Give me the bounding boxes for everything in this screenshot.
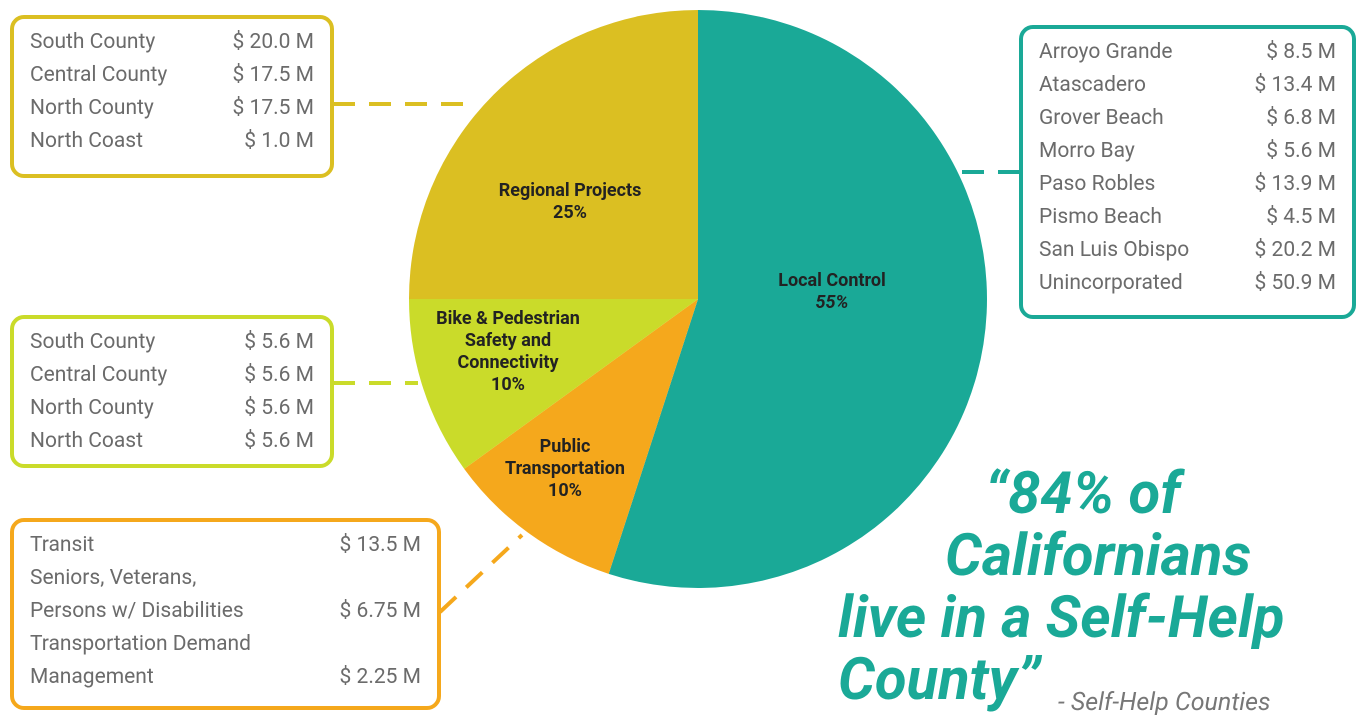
slice-value: 10% <box>548 480 582 501</box>
breakdown-row: Paso Robles $ 13.9 M <box>1039 167 1336 200</box>
row-name: San Luis Obispo <box>1039 237 1190 262</box>
row-name: Seniors, Veterans, <box>30 565 197 590</box>
row-amount: $ 6.8 M <box>1266 105 1336 130</box>
slice-label: Regional Projects 25% <box>460 180 680 224</box>
breakdown-row: Central County $ 5.6 M <box>30 358 314 391</box>
breakdown-row: Transit $ 13.5 M <box>30 528 421 561</box>
row-amount: $ 5.6 M <box>244 428 314 453</box>
row-name: Transportation Demand <box>30 631 251 656</box>
row-amount: $ 50.9 M <box>1254 270 1337 295</box>
row-amount: $ 13.9 M <box>1254 171 1337 196</box>
breakdown-row: Seniors, Veterans, <box>30 561 421 594</box>
slice-name: Local Control <box>778 270 886 291</box>
breakdown-box: South County $ 20.0 M Central County $ 17.5… <box>10 15 334 178</box>
breakdown-row: Atascadero $ 13.4 M <box>1039 68 1336 101</box>
pie-slice <box>409 299 698 469</box>
row-name: North County <box>30 95 154 120</box>
breakdown-row: Arroyo Grande $ 8.5 M <box>1039 35 1336 68</box>
breakdown-row: North County $ 17.5 M <box>30 91 314 124</box>
row-amount: $ 20.2 M <box>1254 237 1337 262</box>
breakdown-box: Arroyo Grande $ 8.5 M Atascadero $ 13.4 M Gr… <box>1019 25 1356 319</box>
connectors <box>333 102 1022 614</box>
slice-label: Bike & Pedestrian Safety and Connectivit… <box>413 308 603 396</box>
row-name: North Coast <box>30 128 144 153</box>
slice-label: Local Control 55% <box>722 270 942 314</box>
row-amount: $ 17.5 M <box>232 62 315 87</box>
slice-value: 10% <box>491 374 525 395</box>
breakdown-row: Pismo Beach $ 4.5 M <box>1039 200 1336 233</box>
breakdown-box: South County $ 5.6 M Central County $ 5.6 M… <box>10 315 334 468</box>
row-name: Unincorporated <box>1039 270 1183 295</box>
slice-name: Public Transportation <box>505 436 625 479</box>
quote-line: County” <box>838 646 1041 714</box>
breakdown-row: San Luis Obispo $ 20.2 M <box>1039 233 1336 266</box>
slice-label: Public Transportation 10% <box>480 436 650 502</box>
quote-attribution: - Self-Help Counties <box>1058 688 1271 717</box>
row-amount: $ 13.4 M <box>1254 72 1337 97</box>
breakdown-row: Transportation Demand <box>30 627 421 660</box>
row-amount: $ 8.5 M <box>1266 39 1336 64</box>
breakdown-row: North Coast $ 1.0 M <box>30 124 314 157</box>
row-name: North County <box>30 395 154 420</box>
row-name: Arroyo Grande <box>1039 39 1173 64</box>
row-amount: $ 1.0 M <box>244 128 314 153</box>
row-name: Persons w/ Disabilities <box>30 598 244 623</box>
breakdown-row: Persons w/ Disabilities $ 6.75 M <box>30 594 421 627</box>
row-amount: $ 5.6 M <box>244 329 314 354</box>
row-amount: $ 2.25 M <box>339 664 422 689</box>
row-name: Morro Bay <box>1039 138 1135 163</box>
breakdown-row: Central County $ 17.5 M <box>30 58 314 91</box>
slice-name: Regional Projects <box>498 180 642 201</box>
breakdown-row: North Coast $ 5.6 M <box>30 424 314 457</box>
slice-value: 25% <box>553 202 587 223</box>
row-amount: $ 5.6 M <box>244 395 314 420</box>
breakdown-row: Grover Beach $ 6.8 M <box>1039 101 1336 134</box>
pie-slice <box>409 10 698 299</box>
row-name: North Coast <box>30 428 144 453</box>
row-amount: $ 17.5 M <box>232 95 315 120</box>
row-amount: $ 6.75 M <box>339 598 422 623</box>
row-amount: $ 20.0 M <box>232 29 315 54</box>
breakdown-row: Unincorporated $ 50.9 M <box>1039 266 1336 299</box>
breakdown-row: North County $ 5.6 M <box>30 391 314 424</box>
row-amount: $ 5.6 M <box>244 362 314 387</box>
row-name: Central County <box>30 362 168 387</box>
row-name: Atascadero <box>1039 72 1146 97</box>
connector <box>438 533 524 614</box>
breakdown-row: Morro Bay $ 5.6 M <box>1039 134 1336 167</box>
row-name: Paso Robles <box>1039 171 1156 196</box>
pie-slice <box>608 10 987 588</box>
row-name: Transit <box>30 532 95 557</box>
breakdown-row: South County $ 20.0 M <box>30 25 314 58</box>
quote-line: Californians <box>945 522 1252 590</box>
pie-slice <box>464 299 698 574</box>
breakdown-box: Transit $ 13.5 M Seniors, Veterans, Persons… <box>10 518 441 710</box>
slice-value: 55% <box>815 292 849 313</box>
row-name: Pismo Beach <box>1039 204 1162 229</box>
row-amount: $ 4.5 M <box>1266 204 1336 229</box>
row-amount: $ 5.6 M <box>1266 138 1336 163</box>
quote-line: “84% of <box>985 460 1181 528</box>
row-name: Central County <box>30 62 168 87</box>
breakdown-row: South County $ 5.6 M <box>30 325 314 358</box>
row-name: Grover Beach <box>1039 105 1164 130</box>
row-name: Management <box>30 664 154 689</box>
row-name: South County <box>30 29 156 54</box>
row-amount: $ 13.5 M <box>339 532 422 557</box>
quote-line: live in a Self-Help <box>838 584 1285 652</box>
slice-name: Bike & Pedestrian Safety and Connectivit… <box>436 308 580 373</box>
row-name: South County <box>30 329 156 354</box>
breakdown-row: Management $ 2.25 M <box>30 660 421 693</box>
